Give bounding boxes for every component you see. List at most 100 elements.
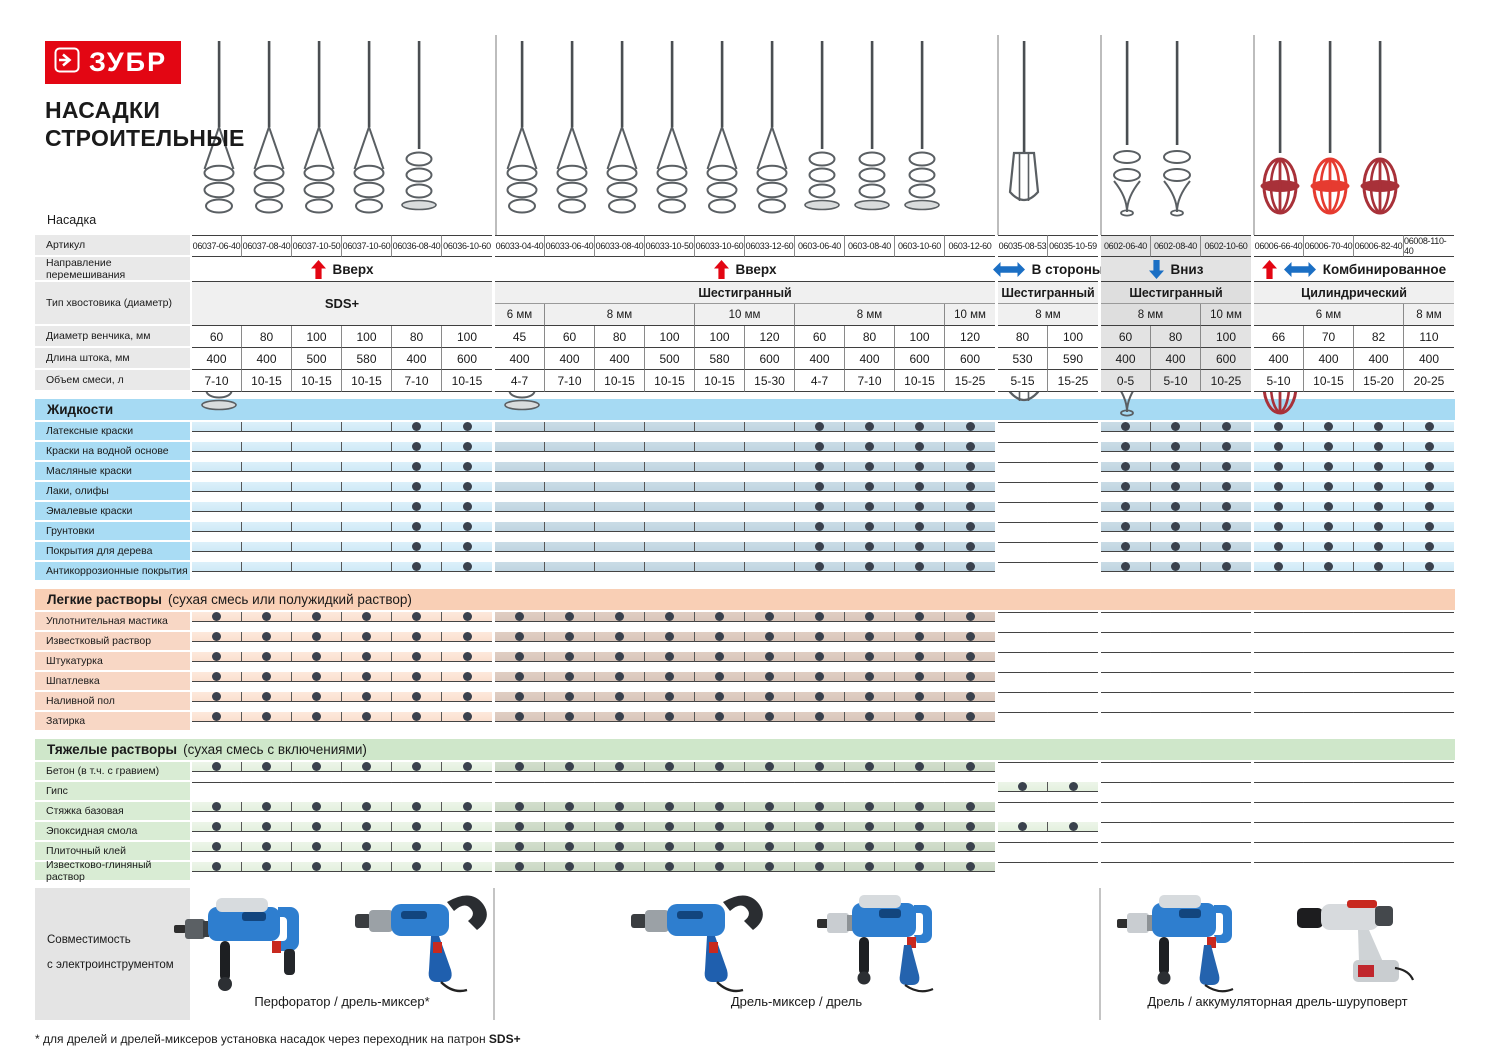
length-cell: 400 [392,348,442,370]
dot-mark [412,652,421,661]
usage-cell [392,422,442,432]
usage-cell [895,542,945,552]
matrix-group-sds-up [192,562,492,582]
matrix-row-label: Штукатурка [35,652,190,672]
shank-size-cell: 6 мм [1254,304,1404,326]
usage-cell [795,442,845,452]
dot-mark [765,692,774,701]
dot-mark [965,462,975,471]
cone-spiral-mixer [647,35,697,235]
dot-mark [715,762,724,771]
usage-cell [1048,422,1098,423]
usage-cell [1201,482,1251,492]
dot-mark [715,822,724,831]
usage-cell [392,542,442,552]
dot-mark [1324,442,1333,451]
diameter-cell: 80 [998,326,1048,348]
dot-mark [1374,542,1383,551]
usage-cell [1304,672,1354,673]
usage-cell [1254,822,1304,823]
dot-mark [312,842,321,851]
nozzle-row-label: Насадка [47,213,97,227]
matrix-group-hex-down [1101,632,1251,652]
usage-cell [745,562,795,572]
usage-cell [695,762,745,772]
usage-cell [442,652,492,662]
usage-cell [495,652,545,662]
usage-cell [645,542,695,552]
cone-spiral-mixer [294,35,344,235]
compatibility-zones: Перфоратор / дрель-миксер* Дрель-миксер /… [173,888,1454,1020]
dot-mark [965,842,975,851]
dot-mark [1121,482,1130,491]
usage-cell [1254,542,1304,552]
mixer-drill-icon [629,884,789,999]
dot-mark [1324,542,1333,551]
usage-cell [1151,562,1201,572]
length-cell: 600 [895,348,945,370]
usage-cell [192,672,242,682]
usage-cell [1101,522,1151,532]
article-cell: 06033-10-50 [645,235,695,257]
dot-mark [1424,442,1434,451]
dot-mark [412,712,421,721]
dot-mark [765,612,774,621]
usage-cell [945,652,995,662]
dot-mark [212,612,221,621]
usage-cell [1048,822,1098,832]
usage-cell [292,502,342,512]
dot-mark [362,712,371,721]
dot-mark [815,692,824,701]
usage-cell [242,632,292,642]
usage-cell [242,422,292,432]
cone-spiral-mixer [344,35,394,235]
usage-cell [495,672,545,682]
lr-blue-arrow-icon [992,261,1025,277]
usage-cell [495,842,545,852]
dot-mark [865,442,874,451]
dot-mark [765,802,774,811]
usage-cell [545,672,595,682]
dot-mark [462,672,472,681]
usage-cell [545,462,595,472]
tool-images [173,888,492,994]
usage-cell [292,612,342,622]
matrix-group-hex-up [495,712,995,732]
dot-mark [965,482,975,491]
length-cell: 400 [795,348,845,370]
article-cell: 0602-06-40 [1101,235,1151,257]
diameter-cell: 45 [495,326,545,348]
usage-cell [292,652,342,662]
dot-mark [665,672,674,681]
usage-cell [1354,632,1404,633]
usage-cell [945,802,995,812]
dot-mark [815,542,824,551]
usage-cell [1151,482,1201,492]
usage-cell [1254,672,1304,673]
dot-mark [362,632,371,641]
article-cell: 0603-06-40 [795,235,845,257]
usage-cell [1101,632,1151,633]
dot-mark [915,822,924,831]
usage-cell [342,632,392,642]
usage-cell [845,462,895,472]
up-red-arrow-icon [310,259,326,279]
usage-cell [1151,692,1201,693]
helix-disc-mixer [897,35,947,235]
spec-group-cyl-combo: 06006-66-40 06006-70-40 06006-82-40 06008-1… [1254,235,1454,257]
usage-cell [895,442,945,452]
usage-cell [695,482,745,492]
matrix-group-hex-up [495,522,995,542]
length-cell: 400 [1404,348,1454,370]
dot-mark [462,482,472,491]
red-cage-mixer [1255,35,1305,235]
matrix-group-hex-up [495,762,995,782]
matrix-group-cyl-combo [1254,712,1454,732]
usage-cell [545,802,595,812]
dot-mark [865,422,874,431]
dot-mark [765,842,774,851]
length-cell: 500 [645,348,695,370]
usage-cell [342,422,392,432]
volume-cell: 15-25 [945,370,995,392]
usage-cell [545,692,595,702]
